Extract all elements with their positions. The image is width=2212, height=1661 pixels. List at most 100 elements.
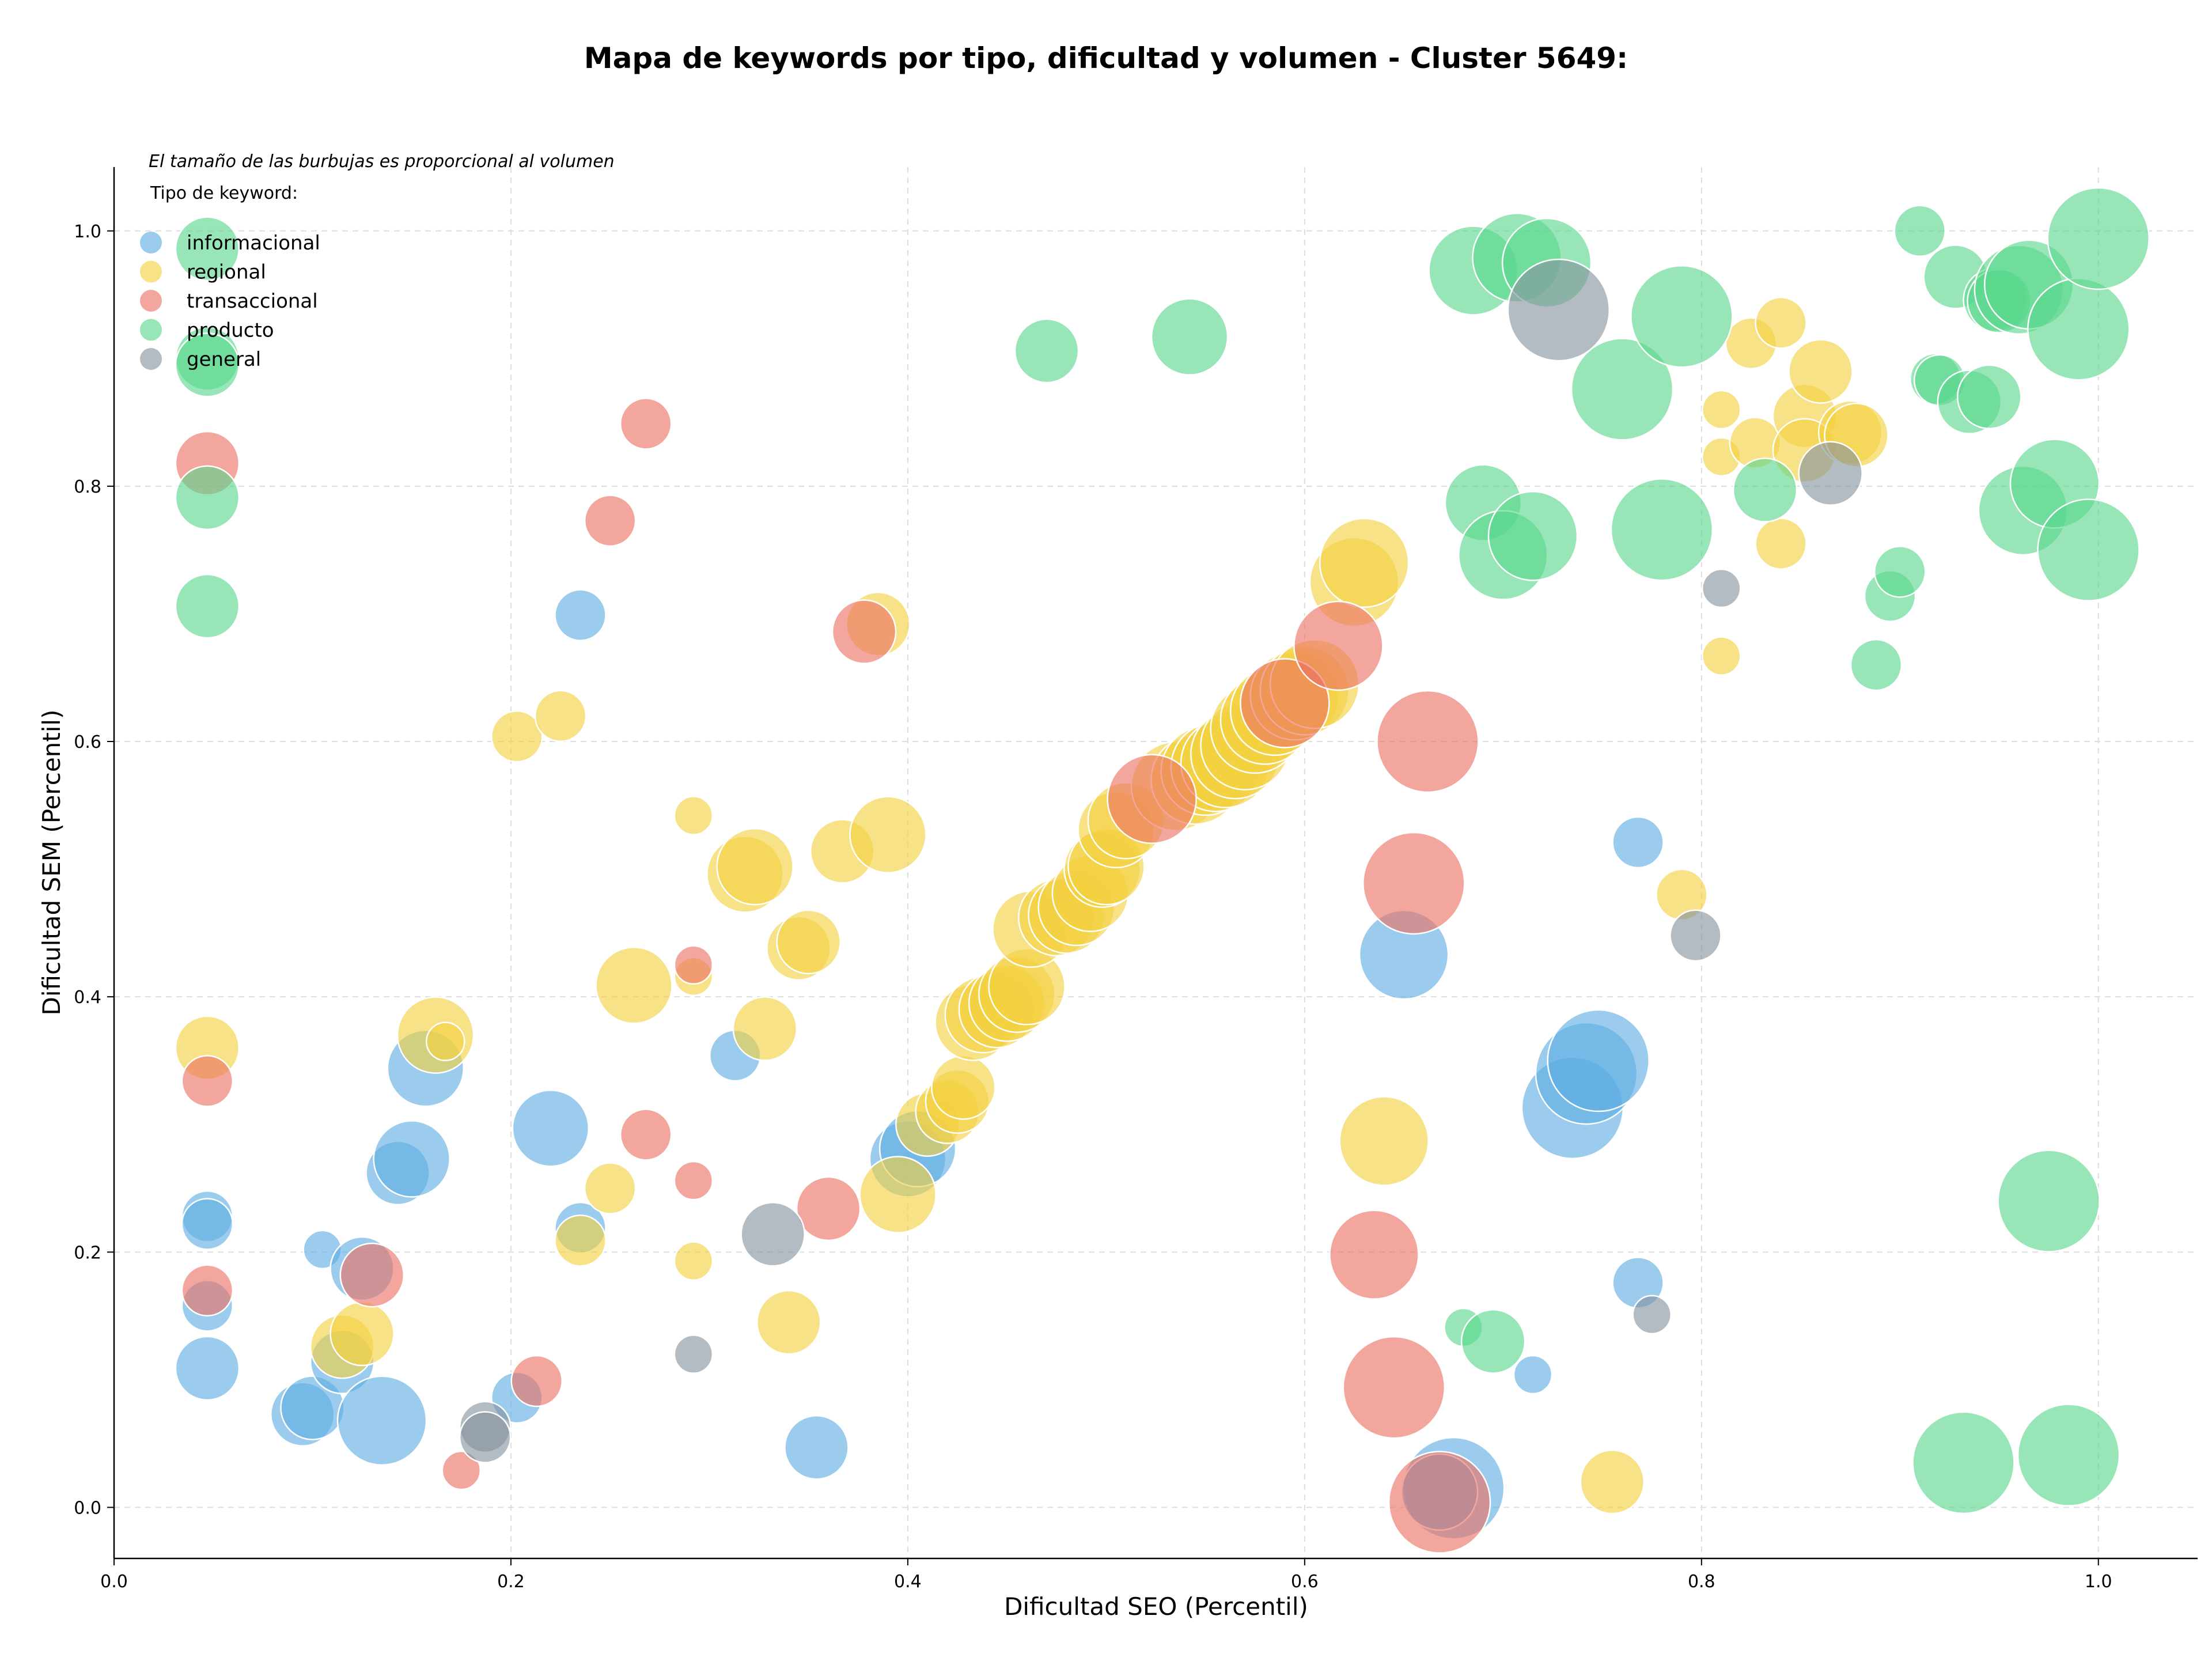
bubble-point (1630, 264, 1733, 368)
bubble-point (1912, 1411, 2015, 1515)
series-regional (175, 297, 1889, 1515)
bubble-point (510, 1354, 563, 1408)
legend-marker (140, 348, 162, 370)
bubble-point (1893, 205, 1946, 258)
bubble-point (426, 1021, 465, 1061)
legend-label: informacional (187, 232, 320, 255)
bubble-point (1997, 1149, 2100, 1253)
bubble-point (554, 1214, 607, 1267)
y-tick-label: 0.2 (74, 1243, 101, 1263)
bubble-point (1376, 690, 1479, 793)
bubble-point (1342, 1335, 1446, 1439)
bubble-point (175, 573, 240, 639)
bubble-point (1487, 491, 1578, 581)
bubble-point (1610, 478, 1714, 581)
bubble-point (1755, 297, 1807, 349)
y-tick-label: 0.4 (74, 987, 101, 1008)
y-tick-label: 1.0 (74, 222, 101, 242)
bubble-point (1388, 1451, 1491, 1554)
bubble-point (1702, 568, 1741, 608)
legend-label: producto (187, 319, 274, 342)
bubble-point (1612, 816, 1664, 869)
bubble-point (181, 1055, 234, 1107)
bubble-point (584, 494, 637, 547)
y-axis-label: Dificultad SEM (Percentil) (37, 710, 66, 1016)
bubble-point (175, 465, 240, 531)
bubble-point (673, 1241, 714, 1281)
bubble-point (441, 1450, 482, 1490)
legend-marker (140, 319, 162, 341)
bubble-point (1669, 909, 1722, 962)
bubble-point (1362, 831, 1465, 935)
bubble-point (373, 1120, 450, 1198)
bubble-point (1874, 546, 1926, 598)
bubble-point (1632, 1295, 1672, 1335)
bubble-point (554, 589, 607, 641)
legend: informacional regional transaccional produc… (140, 232, 320, 371)
bubble-point (181, 1264, 234, 1316)
bubble-point (1788, 339, 1853, 404)
bubble-point (776, 909, 841, 975)
bubble-point (181, 1198, 234, 1250)
bubble-point (1755, 517, 1807, 570)
bubble-point (619, 1108, 672, 1161)
bubble-point (1732, 457, 1798, 523)
bubble-point (1798, 441, 1863, 506)
legend-label: transaccional (187, 290, 318, 313)
y-tick-label: 0.0 (74, 1498, 101, 1518)
bubble-point (1293, 600, 1384, 691)
tick-labels: 0.0 0.2 0.4 0.6 0.8 1.0 0.0 0.2 0.4 0.6 0.8 1.0 (74, 222, 2112, 1592)
bubble-point (1702, 636, 1741, 676)
bubble-point (1547, 1009, 1650, 1113)
bubble-point (1957, 364, 2022, 430)
bubble-point (732, 996, 798, 1061)
bubble-point (619, 398, 672, 450)
x-tick-label: 0.4 (894, 1572, 922, 1592)
bubble-point (339, 1242, 405, 1308)
bubble-point (1319, 517, 1410, 608)
bubble-point (1850, 638, 1903, 691)
bubble-point (329, 1301, 395, 1367)
bubble-point (1329, 1209, 1419, 1300)
bubble-point (673, 1334, 714, 1374)
chart-title: Mapa de keywords por tipo, dificultad y … (584, 41, 1628, 75)
bubble-point (1339, 1096, 1429, 1186)
grid-lines (113, 167, 2198, 1558)
bubble-point (1107, 754, 1197, 844)
bubble-point (2047, 187, 2150, 290)
bubble-point (849, 796, 927, 874)
bubble-point (831, 599, 897, 664)
bubble-point (673, 1160, 714, 1201)
series-producto (175, 187, 2150, 1515)
x-axis-label: Dificultad SEO (Percentil) (1004, 1592, 1308, 1621)
bubble-point (595, 946, 673, 1024)
legend-marker (140, 232, 162, 253)
bubble-layer (175, 187, 2150, 1554)
bubble-point (673, 796, 714, 835)
bubble-point (756, 1289, 821, 1355)
bubble-point (796, 1176, 861, 1242)
bubble-point (584, 1162, 637, 1214)
legend-marker (140, 260, 162, 283)
bubble-point (784, 1414, 849, 1480)
bubble-point (1580, 1449, 1645, 1515)
y-tick-label: 0.6 (74, 732, 101, 752)
bubble-point (859, 1156, 937, 1234)
legend-marker (140, 290, 162, 312)
bubble-point (1507, 258, 1611, 362)
bubble-point (2027, 278, 2130, 381)
bubble-point (534, 690, 587, 742)
y-tick-label: 0.8 (74, 477, 101, 497)
bubble-point (491, 710, 543, 763)
bubble-point (336, 1375, 427, 1466)
bubble-point (931, 1055, 996, 1120)
series-general (459, 258, 1863, 1463)
bubble-point (1570, 338, 1674, 441)
bubble-point (1240, 658, 1330, 748)
bubble-point (1513, 1354, 1553, 1395)
axes (113, 167, 2198, 1560)
x-tick-label: 0.6 (1291, 1572, 1319, 1592)
legend-title: Tipo de keyword: (150, 183, 298, 203)
bubble-point (512, 1089, 590, 1167)
